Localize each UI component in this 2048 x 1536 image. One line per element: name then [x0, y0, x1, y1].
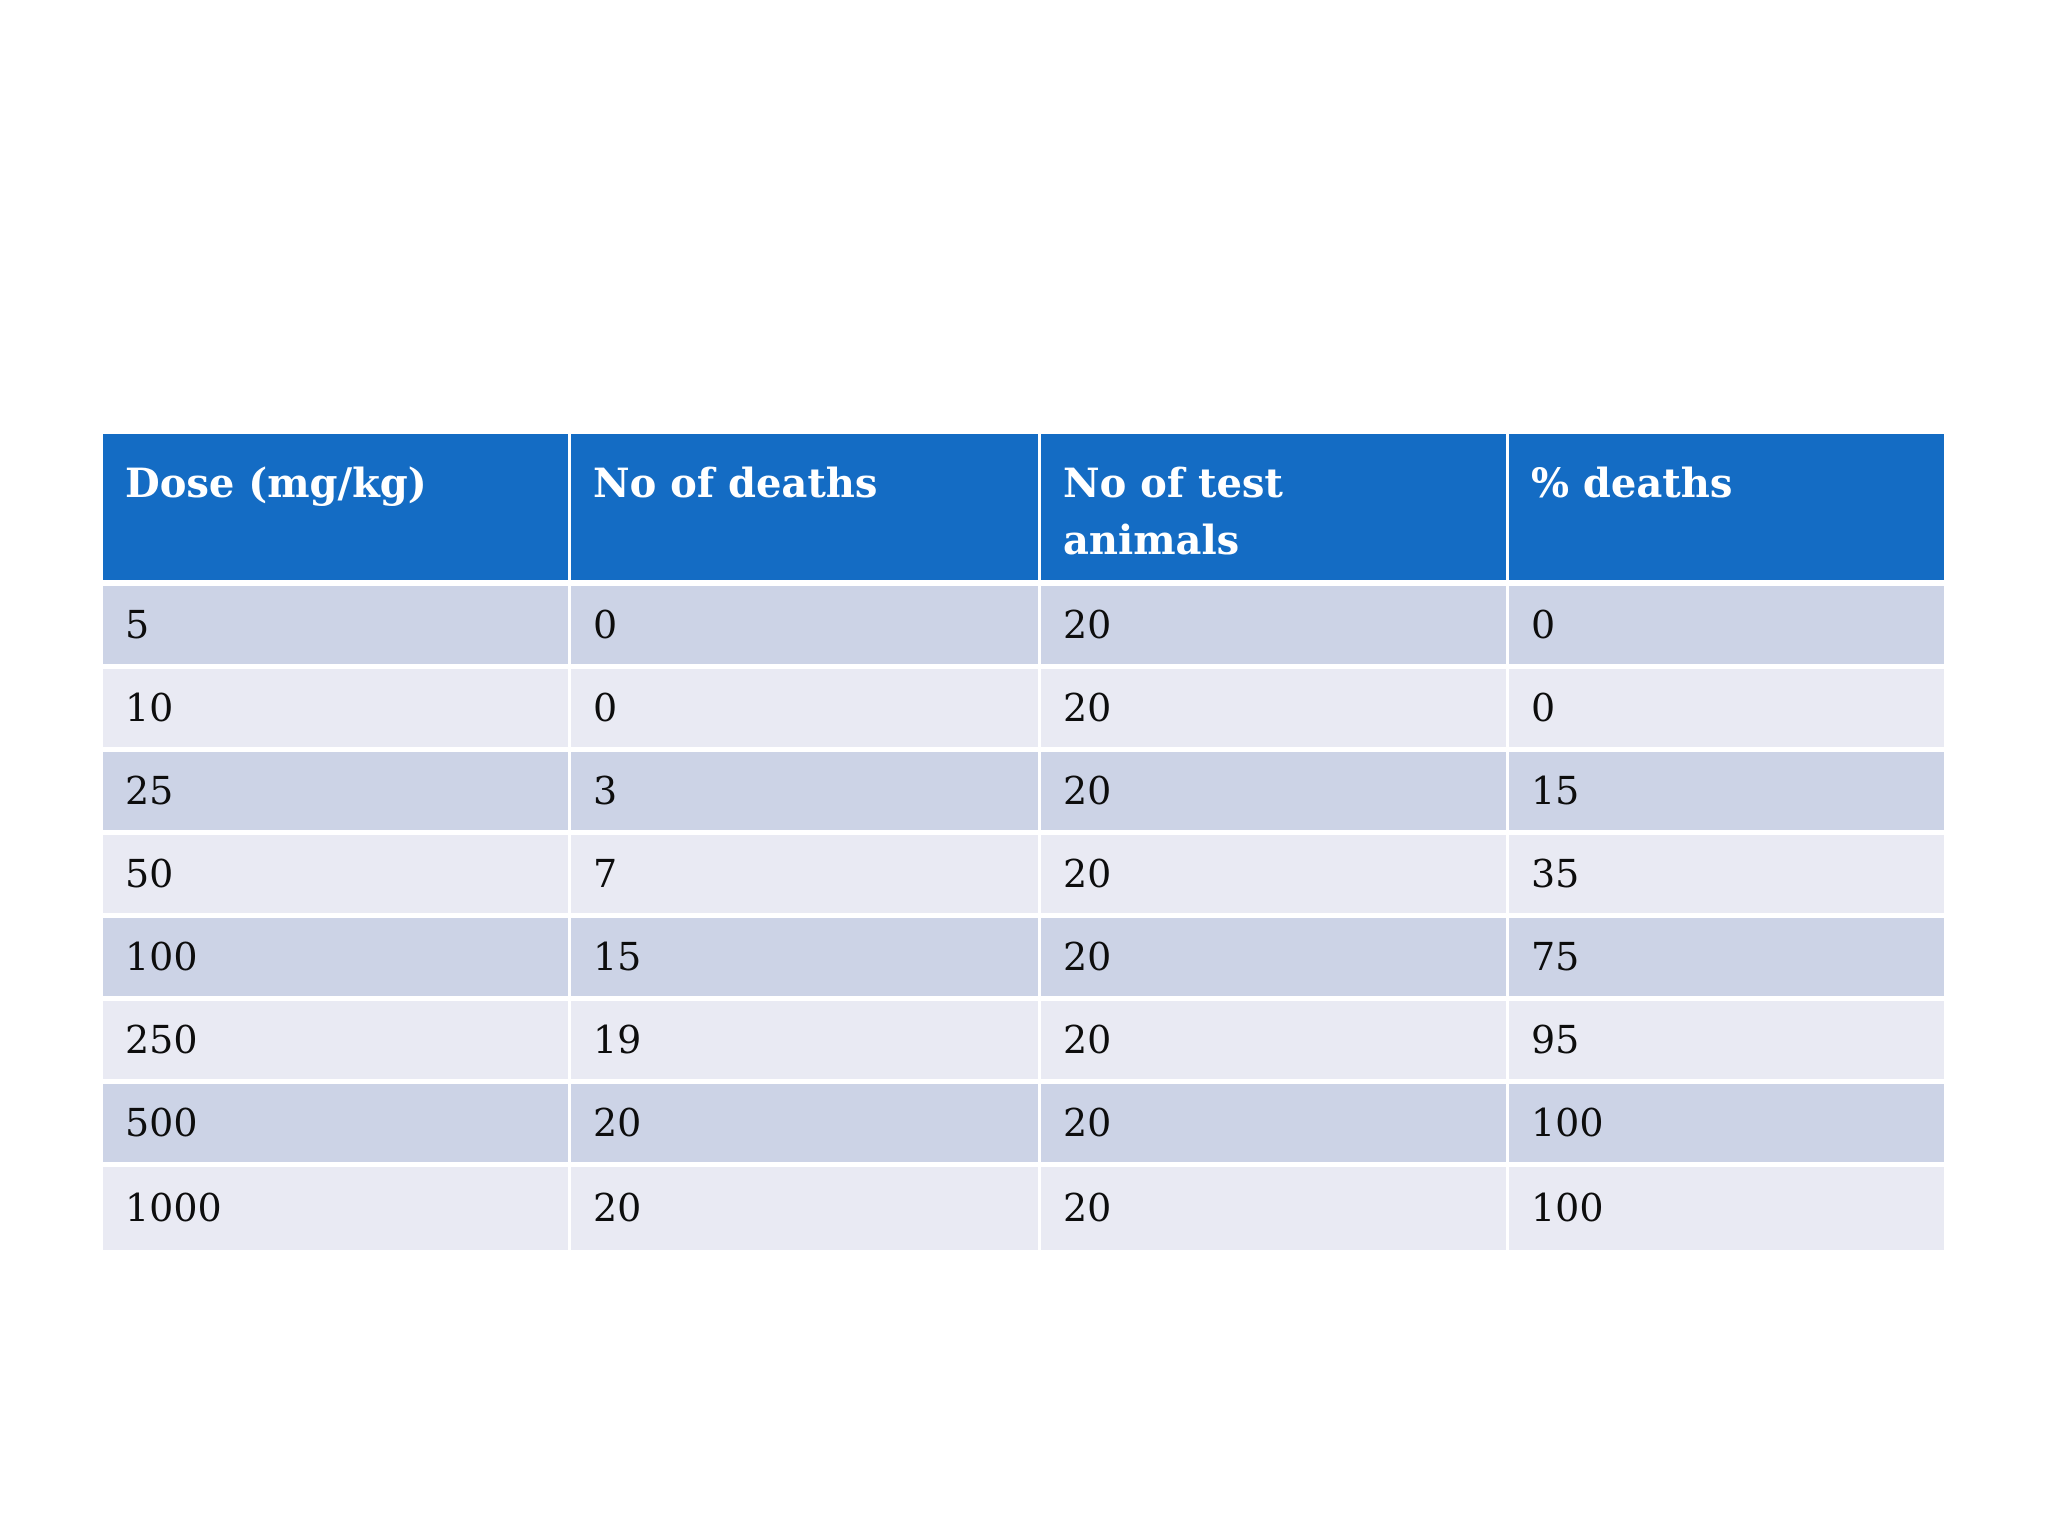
table-cell: 100: [1509, 1083, 1944, 1167]
table-cell: 3: [571, 751, 1041, 835]
table-cell: 0: [571, 668, 1041, 752]
table-cell: 20: [571, 1083, 1041, 1167]
table-cell: 5: [103, 585, 571, 669]
table-cell: 20: [1041, 834, 1509, 918]
table-cell: 20: [1041, 1083, 1509, 1167]
table-cell: 0: [1509, 585, 1944, 669]
table-row: 1000 20 20 100: [103, 1166, 1944, 1250]
table-cell: 7: [571, 834, 1041, 918]
table-cell: 20: [1041, 668, 1509, 752]
table-row: 100 15 20 75: [103, 917, 1944, 1001]
table-cell: 100: [103, 917, 571, 1001]
table-cell: 95: [1509, 1000, 1944, 1084]
table-row: 25 3 20 15: [103, 751, 1944, 835]
header-no-of-test-animals: No of test animals: [1041, 434, 1509, 586]
table-row: 500 20 20 100: [103, 1083, 1944, 1167]
header-percent-deaths: % deaths: [1509, 434, 1944, 586]
table-cell: 1000: [103, 1166, 571, 1250]
table-header-row: Dose (mg/kg) No of deaths No of test ani…: [103, 434, 1944, 586]
header-no-of-deaths: No of deaths: [571, 434, 1041, 586]
table-cell: 20: [1041, 751, 1509, 835]
table-body: 5 0 20 0 10 0 20 0 25 3 20 15 50 7 20 35 100 15 20 75 250 19 2…: [103, 585, 1944, 1250]
table-row: 50 7 20 35: [103, 834, 1944, 918]
table-cell: 50: [103, 834, 571, 918]
table-cell: 20: [1041, 1166, 1509, 1250]
table-cell: 20: [571, 1166, 1041, 1250]
table-cell: 20: [1041, 1000, 1509, 1084]
table-cell: 0: [1509, 668, 1944, 752]
table-row: 10 0 20 0: [103, 668, 1944, 752]
table-cell: 0: [571, 585, 1041, 669]
table-cell: 20: [1041, 917, 1509, 1001]
table-cell: 19: [571, 1000, 1041, 1084]
table-cell: 10: [103, 668, 571, 752]
table-cell: 100: [1509, 1166, 1944, 1250]
table-cell: 500: [103, 1083, 571, 1167]
table-cell: 250: [103, 1000, 571, 1084]
dose-response-table: Dose (mg/kg) No of deaths No of test ani…: [103, 434, 1944, 1250]
table-cell: 75: [1509, 917, 1944, 1001]
table-cell: 35: [1509, 834, 1944, 918]
table-row: 5 0 20 0: [103, 585, 1944, 669]
table-cell: 25: [103, 751, 571, 835]
table-cell: 15: [1509, 751, 1944, 835]
header-dose: Dose (mg/kg): [103, 434, 571, 586]
table-cell: 20: [1041, 585, 1509, 669]
table-row: 250 19 20 95: [103, 1000, 1944, 1084]
table-cell: 15: [571, 917, 1041, 1001]
